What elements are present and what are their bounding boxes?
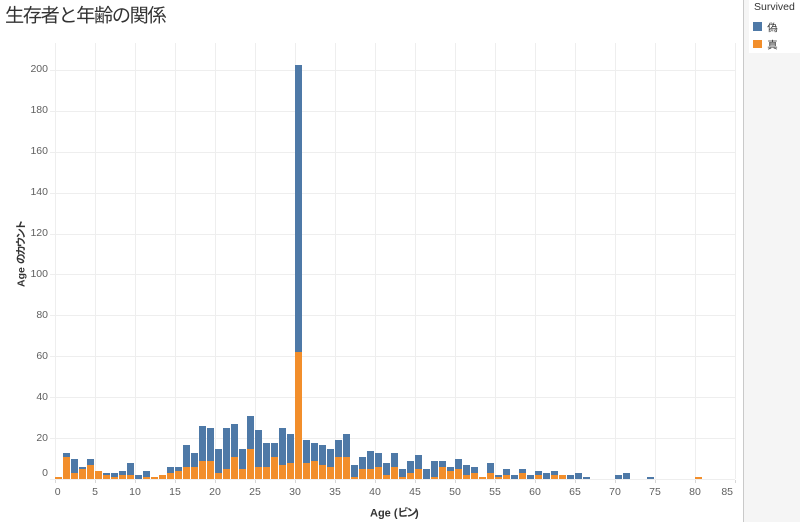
svg-text:): ) <box>415 507 419 519</box>
svg-text:Age (: Age ( <box>370 507 398 519</box>
svg-text:Age: Age <box>16 267 28 287</box>
